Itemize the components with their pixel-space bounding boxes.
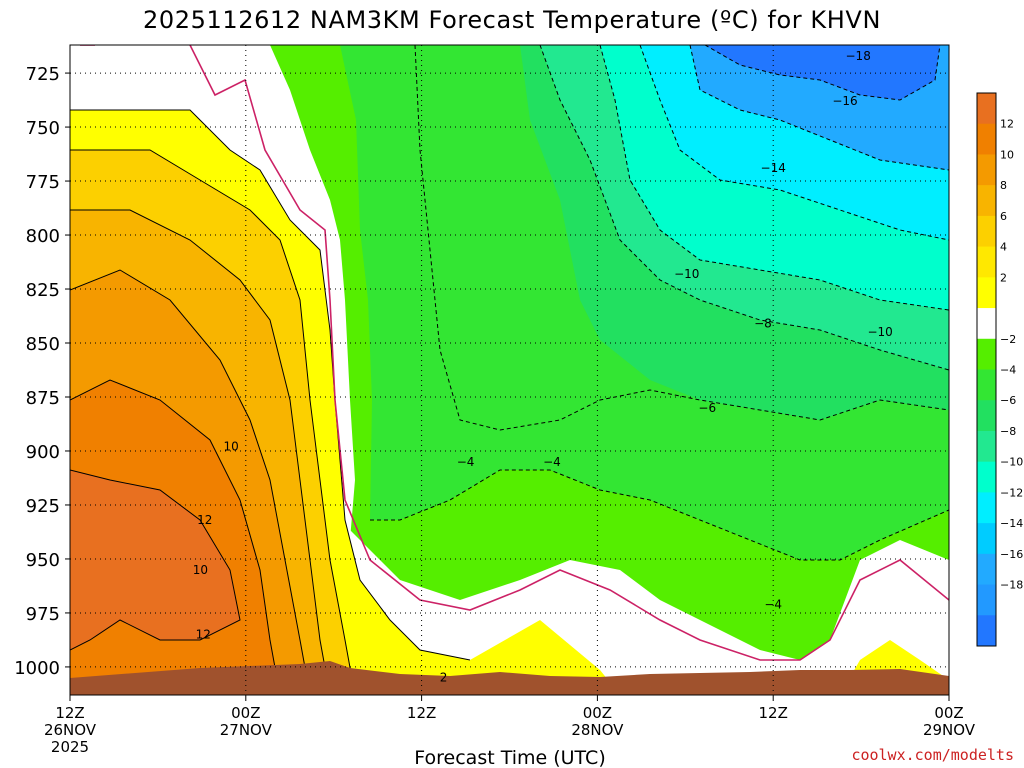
colorbar-segment: [977, 277, 996, 309]
colorbar-segment: [977, 246, 996, 278]
x-tick-label: 2025: [51, 738, 89, 756]
contour-label: −14: [761, 161, 786, 175]
colorbar-segment: [977, 492, 996, 524]
colorbar-segment: [977, 523, 996, 555]
x-tick-label: 12Z: [759, 704, 788, 722]
contour-label: −6: [698, 401, 716, 415]
contour-label: 10: [193, 563, 208, 577]
colorbar-label: 12: [1000, 118, 1014, 131]
y-tick-label: 975: [26, 604, 60, 625]
colorbar-label: 8: [1000, 179, 1007, 192]
colorbar-segment: [977, 308, 996, 340]
chart-title: 2025112612 NAM3KM Forecast Temperature (…: [143, 6, 881, 34]
colorbar-label: −2: [1000, 333, 1016, 346]
x-tick-label: 27NOV: [220, 721, 273, 739]
colorbar-label: 10: [1000, 148, 1014, 161]
plot-frame: [69, 44, 950, 696]
y-tick-label: 825: [26, 280, 60, 301]
colorbar-label: −18: [1000, 579, 1023, 592]
x-tick-label: 12Z: [55, 704, 84, 722]
temperature-field: −18 −16 −14 −10 −10 −8 −6 −4 −4 −4 10 12 10 12 2: [70, 45, 949, 695]
y-tick-label: 725: [26, 64, 60, 85]
colorbar-label: −10: [1000, 456, 1023, 469]
colorbar-segment: [977, 400, 996, 432]
contour-label: 12: [196, 628, 211, 642]
contour-labels: −18 −16 −14 −10 −10 −8 −6 −4 −4 −4 10 12 10 12 2: [193, 49, 893, 685]
colorbar-label: 4: [1000, 241, 1007, 254]
contour-label: −8: [754, 317, 772, 331]
x-tick-label: 00Z: [583, 704, 612, 722]
contour-label: −16: [832, 94, 857, 108]
x-tick-label: 00Z: [934, 704, 963, 722]
colorbar: 12 10 8 6 4 2 −2 −4 −6 −8 −10 −12 −14 −16 −18: [976, 92, 1023, 647]
y-tick-label: 950: [26, 550, 60, 571]
colorbar-segment: [977, 215, 996, 248]
contour-label: −4: [457, 455, 475, 469]
contour-label: −4: [543, 455, 561, 469]
band-minus18: [705, 45, 940, 100]
colorbar-frame: [976, 92, 997, 647]
colorbar-segment: [977, 461, 996, 493]
y-tick-label: 850: [26, 334, 60, 355]
colorbar-segment: [977, 154, 996, 186]
contour-label: −10: [674, 267, 699, 281]
x-tick-label: 00Z: [231, 704, 260, 722]
colorbar-segment: [977, 369, 996, 401]
colorbar-segment: [977, 615, 996, 647]
colorbar-segment: [977, 338, 996, 370]
colorbar-label: −6: [1000, 394, 1016, 407]
band-plus12: [70, 470, 240, 650]
contour-label: 12: [197, 513, 212, 527]
terrain: [70, 661, 949, 695]
credit-text: coolwx.com/modelts: [851, 746, 1014, 764]
y-tick-label: 875: [26, 388, 60, 409]
y-tick-label: 925: [26, 496, 60, 517]
colorbar-segment: [977, 185, 996, 217]
colorbar-segment: [977, 553, 996, 586]
x-tick-label: 28NOV: [571, 721, 624, 739]
y-axis: 725 750 775 800 825 850 875 900 925 950 975 1000: [14, 64, 70, 679]
colorbar-label: −16: [1000, 548, 1023, 561]
colorbar-segment: [977, 123, 996, 155]
x-tick-label: 26NOV: [44, 721, 97, 739]
y-tick-label: 775: [26, 172, 60, 193]
x-axis-label: Forecast Time (UTC): [414, 747, 605, 768]
contour-label: −10: [867, 325, 892, 339]
y-tick-label: 1000: [14, 658, 60, 679]
contour-label: −18: [846, 49, 871, 63]
y-tick-label: 800: [26, 226, 60, 247]
x-tick-label: 29NOV: [923, 721, 976, 739]
colorbar-segment: [977, 93, 996, 125]
colorbar-segment: [977, 430, 996, 463]
y-tick-label: 750: [26, 118, 60, 139]
colorbar-label: −8: [1000, 425, 1016, 438]
x-tick-label: 12Z: [407, 704, 436, 722]
colorbar-label: −4: [1000, 364, 1016, 377]
contour-label: −4: [764, 597, 782, 611]
colorbar-label: 2: [1000, 271, 1007, 284]
y-tick-label: 900: [26, 442, 60, 463]
colorbar-segment: [977, 584, 996, 616]
colorbar-label: −12: [1000, 486, 1023, 499]
colorbar-label: −14: [1000, 517, 1023, 530]
contour-label: 10: [224, 440, 239, 454]
contour-label: 2: [440, 671, 448, 685]
colorbar-label: 6: [1000, 210, 1007, 223]
